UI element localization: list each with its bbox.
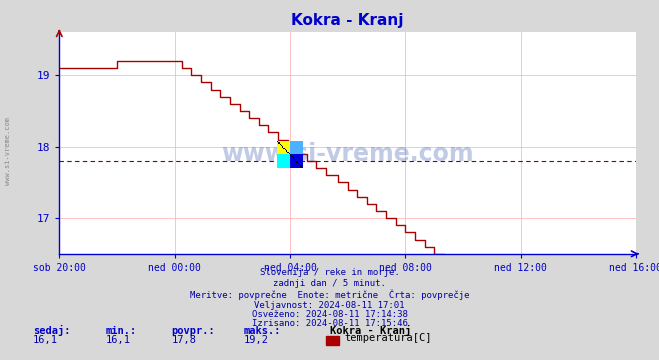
Text: Kokra - Kranj: Kokra - Kranj [330, 325, 411, 336]
Text: Osveženo: 2024-08-11 17:14:38: Osveženo: 2024-08-11 17:14:38 [252, 310, 407, 319]
Text: min.:: min.: [105, 326, 136, 336]
Text: povpr.:: povpr.: [171, 326, 215, 336]
Text: maks.:: maks.: [244, 326, 281, 336]
Text: www.si-vreme.com: www.si-vreme.com [5, 117, 11, 185]
Text: sedaj:: sedaj: [33, 325, 71, 336]
Text: www.si-vreme.com: www.si-vreme.com [221, 142, 474, 166]
Text: 16,1: 16,1 [33, 335, 58, 345]
Text: 17,8: 17,8 [171, 335, 196, 345]
Text: temperatura[C]: temperatura[C] [344, 333, 432, 343]
Text: Veljavnost: 2024-08-11 17:01: Veljavnost: 2024-08-11 17:01 [254, 301, 405, 310]
Text: 16,1: 16,1 [105, 335, 130, 345]
Text: zadnji dan / 5 minut.: zadnji dan / 5 minut. [273, 279, 386, 288]
Text: Izrisano: 2024-08-11 17:15:46: Izrisano: 2024-08-11 17:15:46 [252, 319, 407, 328]
Text: Meritve: povprečne  Enote: metrične  Črta: povprečje: Meritve: povprečne Enote: metrične Črta:… [190, 290, 469, 300]
Text: Slovenija / reke in morje.: Slovenija / reke in morje. [260, 268, 399, 277]
Title: Kokra - Kranj: Kokra - Kranj [291, 13, 404, 28]
Text: 19,2: 19,2 [244, 335, 269, 345]
